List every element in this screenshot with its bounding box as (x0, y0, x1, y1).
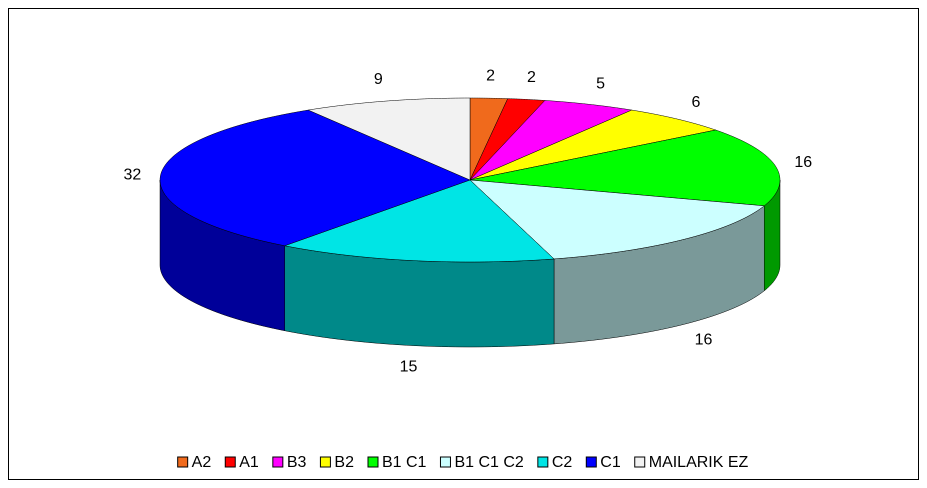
slice (307, 97, 471, 181)
data-label: 2 (486, 67, 495, 84)
legend-swatch (272, 456, 284, 468)
data-label: 32 (123, 166, 141, 183)
legend-label: A2 (192, 454, 212, 471)
legend-swatch (224, 456, 236, 468)
data-label: 16 (794, 154, 812, 171)
slice (469, 100, 633, 181)
legend-swatch (634, 456, 646, 468)
data-label: 15 (400, 358, 418, 375)
legend-swatch (537, 456, 549, 468)
legend-label: B2 (334, 454, 354, 471)
slice-side-shade (284, 245, 555, 347)
legend-label: MAILARIK EZ (649, 454, 749, 471)
slice (469, 179, 765, 260)
data-label: 2 (527, 69, 536, 86)
legend-label: B1 C1 C2 (454, 454, 523, 471)
data-label: 5 (596, 75, 605, 92)
legend-swatch (319, 456, 331, 468)
slice (159, 109, 471, 247)
legend-label: B1 C1 (382, 454, 427, 471)
legend-label: C2 (552, 454, 573, 471)
slice-side-shade (554, 205, 765, 344)
legend-label: C1 (600, 454, 621, 471)
slice (469, 98, 546, 181)
legend-swatch (439, 456, 451, 468)
data-label: 6 (691, 94, 700, 111)
slice (283, 179, 555, 263)
data-label: 16 (695, 331, 713, 348)
legend-label: A1 (239, 454, 259, 471)
legend-swatch (177, 456, 189, 468)
legend-label: B3 (287, 454, 307, 471)
slice (469, 129, 781, 207)
slice-side-shade (160, 180, 285, 331)
data-label: 9 (374, 71, 383, 88)
slice (469, 109, 717, 181)
legend-swatch (585, 456, 597, 468)
slice-side-shade (764, 180, 780, 291)
legend-swatch (367, 456, 379, 468)
